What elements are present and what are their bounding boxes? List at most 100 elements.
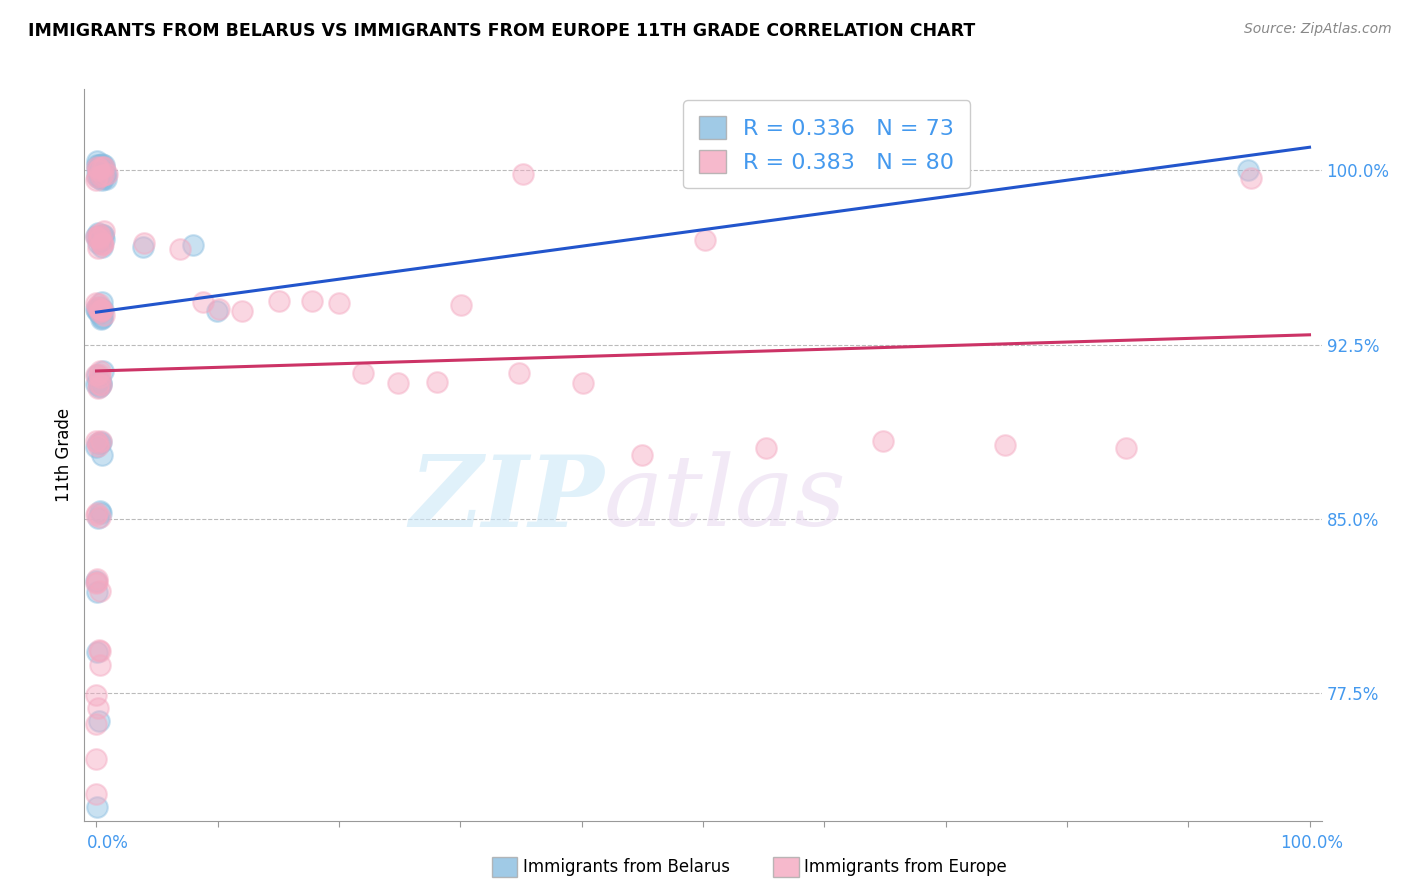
Point	[301, 294, 323, 309]
Point	[86, 230, 108, 244]
Point	[90, 376, 112, 391]
Point	[169, 242, 191, 256]
Text: atlas: atlas	[605, 451, 846, 547]
Point	[87, 643, 110, 657]
Point	[86, 574, 108, 589]
Point	[89, 305, 111, 319]
Point	[87, 436, 110, 450]
Point	[87, 232, 110, 246]
Point	[630, 448, 652, 462]
Point	[86, 574, 108, 588]
Point	[693, 233, 716, 247]
Point	[90, 172, 112, 186]
Point	[93, 232, 115, 246]
Point	[89, 714, 111, 728]
Point	[87, 367, 110, 381]
Point	[86, 301, 108, 315]
Point	[91, 364, 114, 378]
Point	[426, 375, 449, 389]
Point	[89, 378, 111, 392]
Point	[193, 294, 215, 309]
Point	[86, 154, 108, 169]
Point	[132, 240, 155, 254]
Point	[512, 167, 534, 181]
Point	[87, 700, 110, 714]
Point	[86, 576, 108, 591]
Point	[872, 434, 894, 448]
Legend: R = 0.336   N = 73, R = 0.383   N = 80: R = 0.336 N = 73, R = 0.383 N = 80	[683, 100, 970, 188]
Point	[87, 230, 110, 244]
Point	[86, 162, 108, 177]
Point	[86, 169, 108, 183]
Point	[91, 295, 114, 310]
Point	[90, 377, 112, 392]
Point	[91, 157, 114, 171]
Point	[93, 160, 115, 174]
Point	[87, 302, 110, 317]
Point	[86, 717, 108, 731]
Point	[86, 572, 108, 586]
Point	[231, 304, 253, 318]
Point	[86, 799, 108, 814]
Point	[91, 448, 114, 462]
Point	[89, 306, 111, 320]
Point	[91, 302, 114, 317]
Point	[87, 439, 110, 453]
Point	[86, 374, 108, 388]
Point	[89, 364, 111, 378]
Point	[90, 434, 112, 449]
Point	[87, 158, 110, 172]
Point	[91, 228, 114, 243]
Point	[387, 376, 409, 391]
Y-axis label: 11th Grade: 11th Grade	[55, 408, 73, 502]
Point	[87, 380, 110, 394]
Point	[87, 227, 110, 241]
Point	[328, 295, 350, 310]
Point	[86, 172, 108, 186]
Point	[90, 166, 112, 180]
Point	[89, 234, 111, 248]
Point	[93, 171, 115, 186]
Point	[89, 509, 111, 524]
Point	[86, 434, 108, 448]
Point	[90, 158, 112, 172]
Text: 0.0%: 0.0%	[87, 834, 129, 852]
Point	[90, 160, 112, 174]
Point	[89, 228, 111, 243]
Point	[89, 302, 111, 317]
Point	[1240, 171, 1263, 186]
Point	[93, 309, 115, 323]
Point	[91, 237, 114, 252]
Point	[87, 162, 110, 177]
Point	[91, 170, 114, 185]
Point	[90, 506, 112, 520]
Point	[208, 302, 231, 317]
Point	[89, 369, 111, 384]
Point	[86, 645, 108, 659]
Point	[90, 240, 112, 254]
Text: IMMIGRANTS FROM BELARUS VS IMMIGRANTS FROM EUROPE 11TH GRADE CORRELATION CHART: IMMIGRANTS FROM BELARUS VS IMMIGRANTS FR…	[28, 22, 976, 40]
Point	[1236, 163, 1258, 178]
Point	[86, 304, 108, 318]
Point	[96, 167, 118, 181]
Point	[86, 368, 108, 383]
Point	[86, 161, 108, 175]
Point	[89, 171, 111, 186]
Point	[269, 294, 291, 309]
Point	[134, 235, 156, 250]
Text: 100.0%: 100.0%	[1279, 834, 1343, 852]
Point	[508, 366, 530, 380]
Point	[89, 584, 111, 599]
Point	[86, 584, 108, 599]
Point	[87, 436, 110, 450]
Point	[86, 295, 108, 310]
Point	[90, 311, 112, 326]
Point	[89, 504, 111, 518]
Point	[86, 751, 108, 765]
Point	[87, 226, 110, 240]
Point	[450, 298, 472, 312]
Point	[93, 224, 115, 238]
Point	[87, 236, 110, 251]
Point	[87, 159, 110, 173]
Point	[86, 440, 108, 454]
